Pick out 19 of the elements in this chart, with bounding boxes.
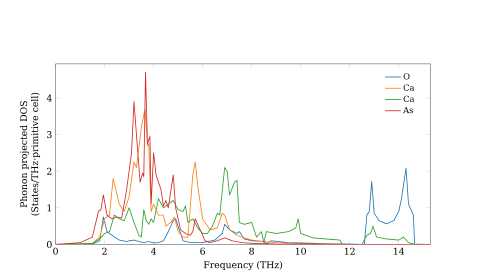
x-tick-label: 10 — [296, 248, 306, 255]
legend-label: O — [404, 73, 410, 80]
x-tick-label: 6 — [200, 248, 205, 255]
y-tick-label: 4 — [46, 94, 52, 102]
legend-label: Ca — [404, 96, 414, 102]
x-tick-label: 12 — [344, 248, 355, 255]
y-tick-label: 1 — [48, 204, 51, 212]
y-tick-label: 3 — [47, 131, 52, 138]
x-tick-label: 14 — [394, 248, 404, 255]
x-tick-label: 4 — [150, 248, 156, 255]
x-axis-title: Frequency (THz) — [204, 261, 282, 270]
y-tick-label: 0 — [47, 241, 52, 248]
legend-label: As — [403, 107, 414, 114]
y-axis-title: Phonon projected DOS (States/THz·primitive cell) — [20, 93, 40, 216]
legend-label: Ca — [404, 84, 414, 91]
y-tick-label: 2 — [47, 168, 52, 175]
x-tick-label: 0 — [53, 248, 58, 255]
x-tick-label: 2 — [102, 248, 107, 255]
x-tick-label: 8 — [249, 248, 254, 255]
